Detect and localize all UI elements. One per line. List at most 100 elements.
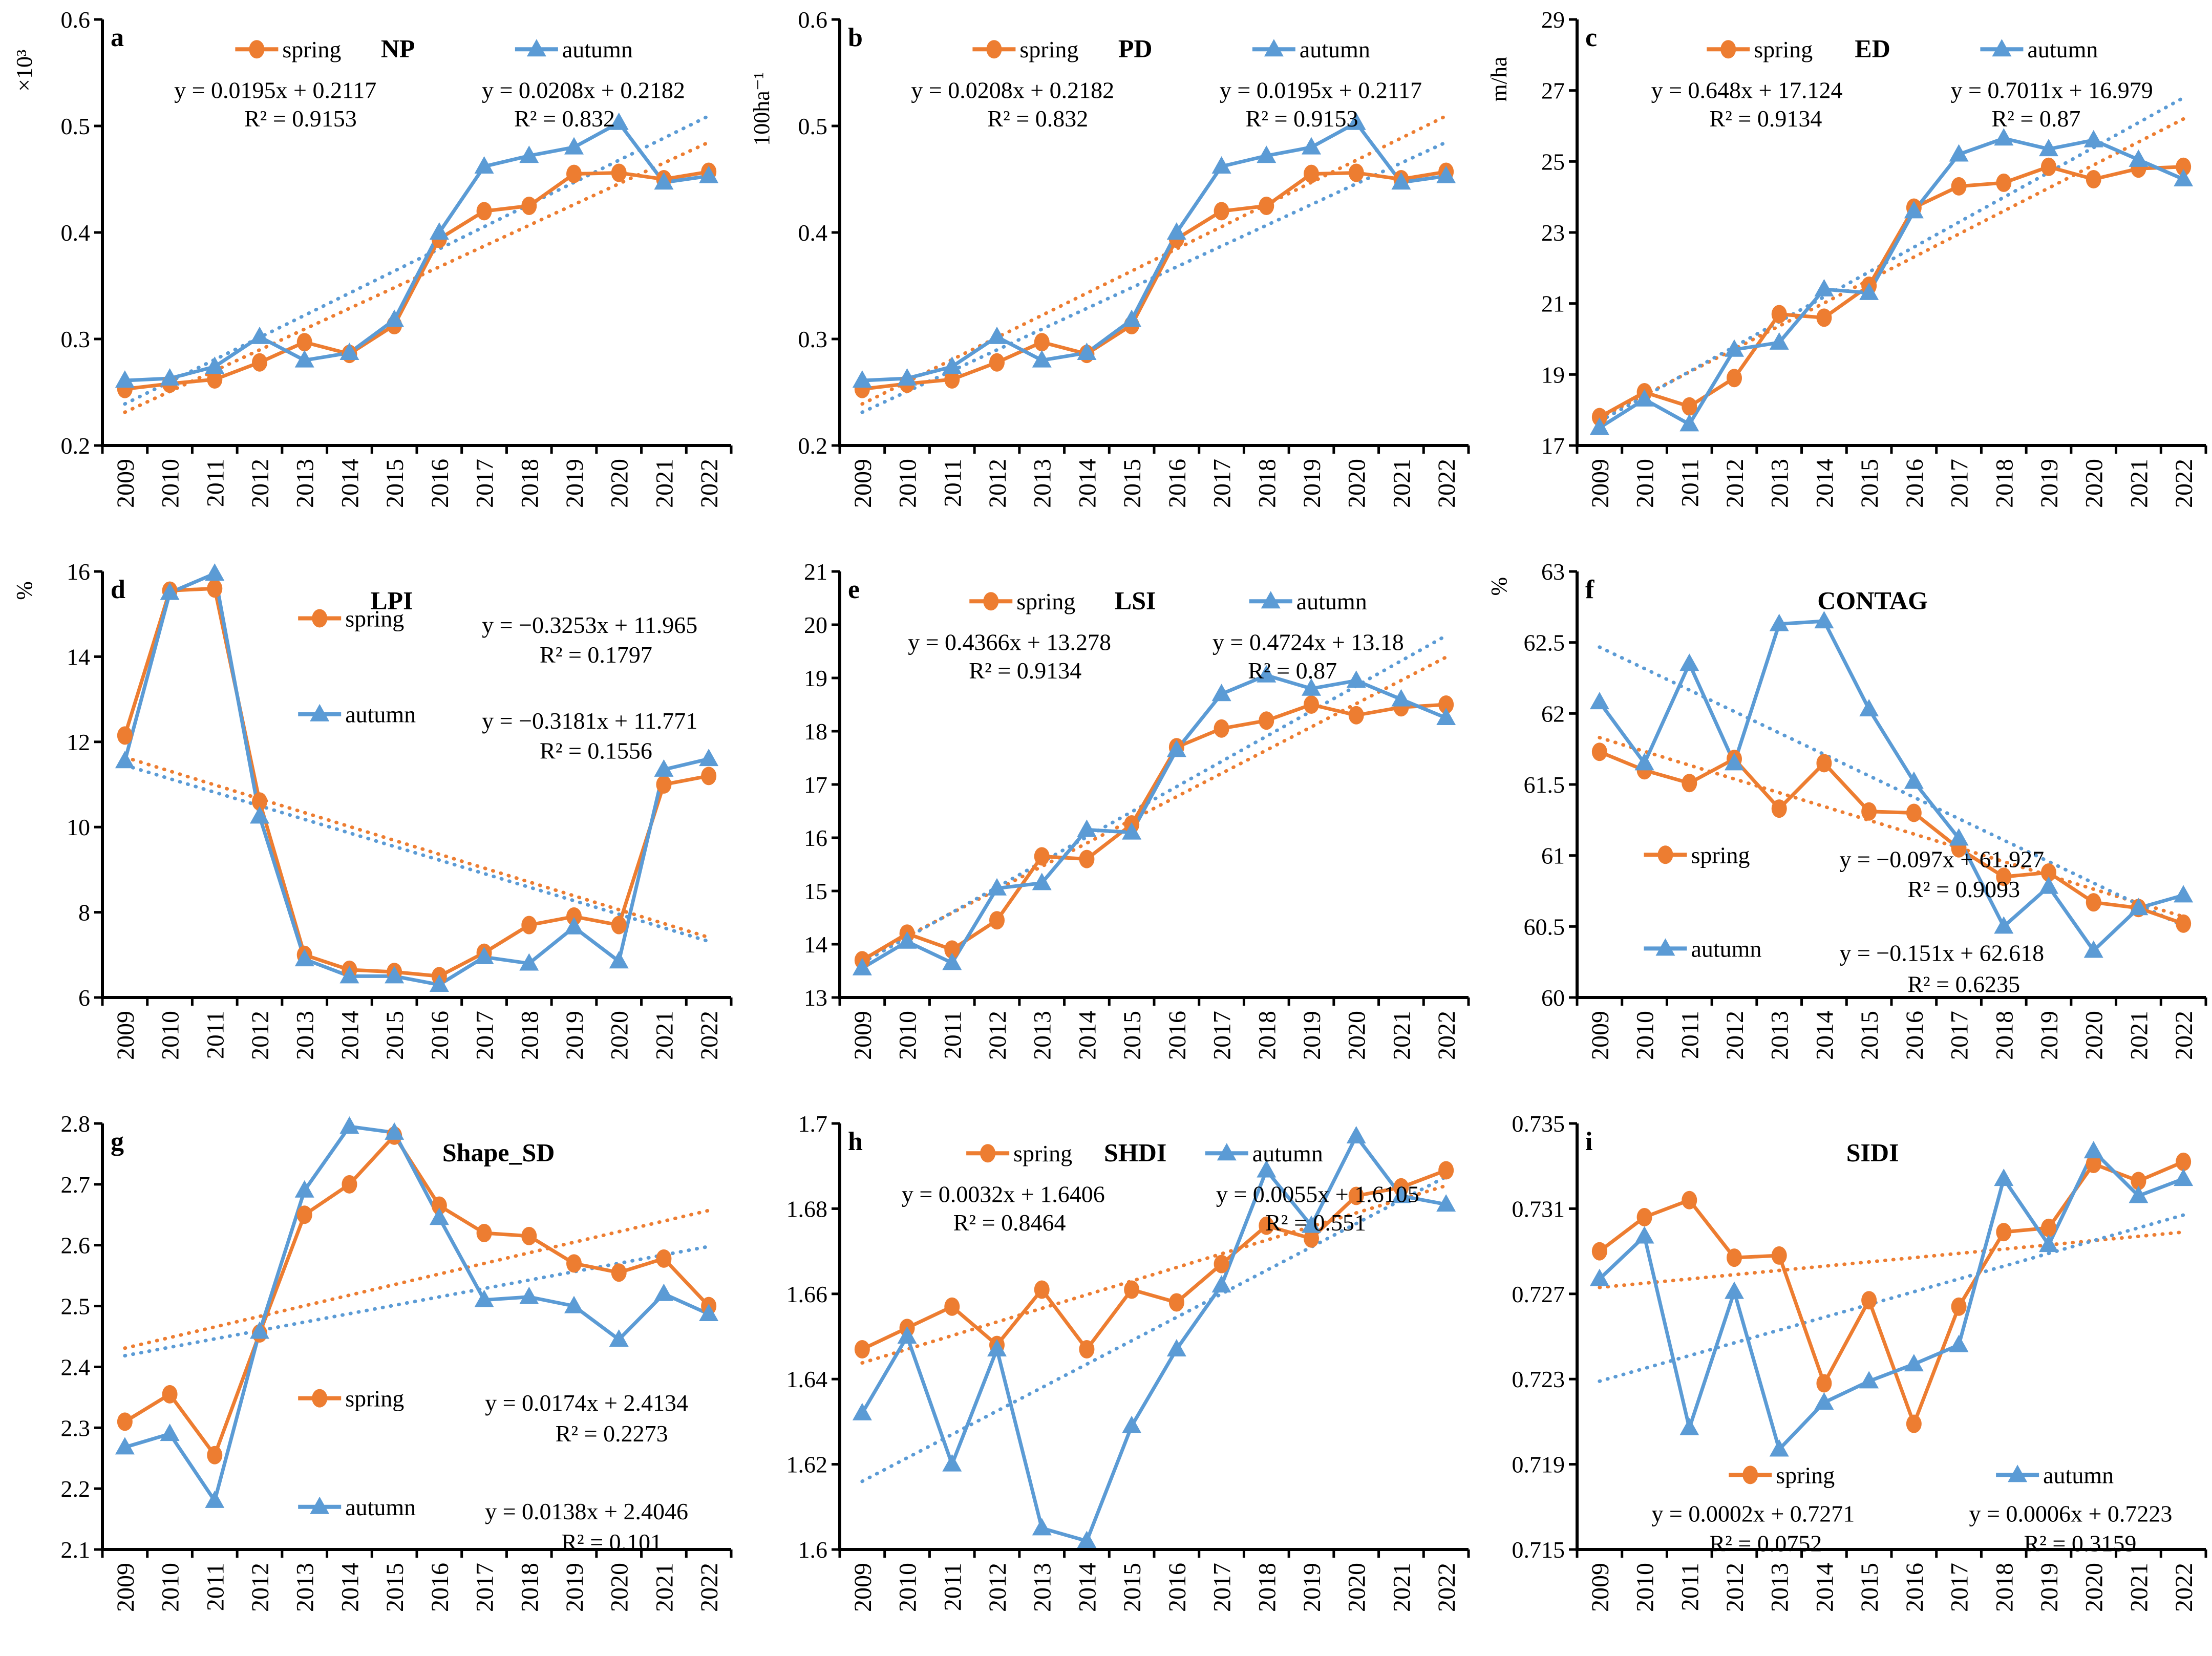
panel-letter: f bbox=[1585, 575, 1594, 604]
x-tick-label: 2019 bbox=[561, 1011, 588, 1060]
y-tick-label: 0.2 bbox=[798, 433, 828, 459]
legend-autumn-label: autumn bbox=[345, 702, 416, 728]
spring-marker bbox=[1304, 164, 1319, 183]
legend-autumn-marker bbox=[1261, 591, 1281, 609]
x-tick-label: 2022 bbox=[1433, 1563, 1460, 1612]
autumn-trendline bbox=[123, 114, 711, 406]
y-tick-label: 15 bbox=[804, 878, 827, 904]
x-tick-label: 2018 bbox=[1991, 1011, 2018, 1060]
autumn-marker bbox=[385, 966, 405, 984]
autumn-marker bbox=[1257, 1160, 1277, 1178]
y-tick-label: 13 bbox=[804, 985, 827, 1011]
autumn-marker bbox=[1949, 828, 1969, 846]
y-tick-label: 23 bbox=[1541, 220, 1565, 246]
panel-letter: d bbox=[111, 575, 125, 604]
y-tick-label: 0.719 bbox=[1512, 1452, 1565, 1478]
spring-marker bbox=[944, 370, 960, 389]
spring-marker bbox=[1034, 333, 1050, 352]
x-tick-label: 2018 bbox=[1253, 1563, 1281, 1612]
spring-marker bbox=[2131, 1172, 2146, 1191]
x-tick-label: 2009 bbox=[849, 1563, 877, 1612]
x-tick-label: 2016 bbox=[1901, 1563, 1928, 1612]
autumn-marker bbox=[250, 806, 269, 824]
x-tick-label: 2011 bbox=[939, 1563, 966, 1611]
x-tick-label: 2010 bbox=[895, 1563, 922, 1612]
autumn-series-line bbox=[124, 121, 709, 383]
x-tick-label: 2020 bbox=[606, 1563, 633, 1612]
legend-autumn-marker bbox=[2008, 1464, 2028, 1482]
autumn-series-line bbox=[124, 1124, 710, 1503]
autumn-marker bbox=[1122, 822, 1142, 840]
x-tick-label: 2017 bbox=[472, 1011, 499, 1060]
panel-letter: g bbox=[111, 1127, 124, 1156]
x-tick-label: 2011 bbox=[1676, 1563, 1704, 1611]
y-tick-label: 8 bbox=[78, 900, 90, 926]
spring-marker bbox=[1636, 1208, 1652, 1227]
x-tick-label: 2014 bbox=[1811, 1563, 1838, 1612]
y-axis-unit-label: 100ha⁻¹ bbox=[749, 72, 774, 146]
autumn-r2: R² = 0.1556 bbox=[540, 737, 652, 763]
legend-spring-label: spring bbox=[1754, 36, 1813, 62]
y-tick-label: 20 bbox=[804, 612, 827, 638]
y-axis-unit-label: m/ha bbox=[1486, 56, 1512, 101]
autumn-marker bbox=[1769, 1439, 1789, 1457]
y-tick-label: 16 bbox=[804, 825, 827, 851]
autumn-marker bbox=[987, 878, 1007, 896]
autumn-marker bbox=[1077, 819, 1097, 837]
spring-marker bbox=[566, 1254, 582, 1273]
autumn-marker bbox=[2083, 130, 2103, 147]
x-tick-label: 2010 bbox=[1632, 459, 1659, 508]
spring-marker bbox=[1996, 1223, 2012, 1242]
spring-marker bbox=[1214, 202, 1229, 221]
autumn-marker bbox=[852, 958, 872, 975]
x-tick-label: 2013 bbox=[1029, 1011, 1056, 1060]
x-tick-label: 2022 bbox=[696, 1011, 723, 1060]
spring-trendline bbox=[1598, 1230, 2185, 1289]
autumn-marker bbox=[1904, 1354, 1924, 1372]
autumn-equation: y = 0.4724x + 13.18 bbox=[1213, 629, 1404, 655]
autumn-marker bbox=[429, 1207, 449, 1225]
autumn-marker bbox=[1122, 309, 1142, 327]
autumn-trendline bbox=[860, 1175, 1448, 1483]
x-tick-label: 2022 bbox=[1433, 1011, 1460, 1060]
x-tick-label: 2009 bbox=[849, 1011, 877, 1060]
spring-marker bbox=[1438, 1161, 1454, 1180]
panel-title: ED bbox=[1855, 34, 1890, 62]
x-tick-label: 2017 bbox=[1209, 459, 1236, 508]
x-tick-label: 2009 bbox=[1587, 459, 1614, 508]
y-tick-label: 14 bbox=[67, 644, 90, 670]
x-tick-label: 2022 bbox=[696, 459, 723, 508]
autumn-equation: y = −0.3181x + 11.771 bbox=[482, 708, 697, 734]
legend-spring-label: spring bbox=[1691, 842, 1750, 868]
y-tick-label: 0.727 bbox=[1512, 1281, 1565, 1307]
legend-autumn-marker bbox=[1992, 39, 2012, 57]
panel-title: LSI bbox=[1115, 586, 1156, 614]
autumn-marker bbox=[897, 368, 917, 386]
x-tick-label: 2020 bbox=[1344, 1563, 1371, 1612]
autumn-marker bbox=[987, 326, 1007, 344]
spring-series-line bbox=[1599, 165, 2184, 419]
y-tick-label: 0.6 bbox=[61, 7, 91, 33]
y-tick-label: 21 bbox=[804, 559, 827, 585]
x-tick-label: 2019 bbox=[561, 1563, 588, 1612]
autumn-marker bbox=[2129, 1185, 2149, 1203]
y-tick-label: 61.5 bbox=[1524, 772, 1565, 798]
panel-f: 60 60.5 61 61.5 62 62.5 63 2009 2010 2011 2012 2013… bbox=[1475, 552, 2212, 1104]
autumn-marker bbox=[1257, 145, 1277, 163]
x-tick-label: 2009 bbox=[1587, 1011, 1614, 1060]
spring-marker bbox=[2041, 863, 2056, 882]
legend-spring-marker bbox=[1742, 1466, 1758, 1484]
x-tick-label: 2020 bbox=[606, 1011, 633, 1060]
autumn-marker bbox=[429, 222, 449, 240]
spring-marker bbox=[2086, 1155, 2101, 1174]
x-tick-label: 2021 bbox=[1388, 1563, 1415, 1612]
spring-r2: R² = 0.9093 bbox=[1907, 876, 2020, 902]
autumn-equation: y = 0.0055x + 1.6105 bbox=[1216, 1181, 1419, 1207]
x-tick-label: 2021 bbox=[2125, 1563, 2153, 1612]
spring-marker bbox=[117, 726, 133, 745]
x-tick-label: 2018 bbox=[516, 1563, 543, 1612]
autumn-marker bbox=[1257, 665, 1277, 683]
panel-letter: c bbox=[1585, 23, 1597, 52]
legend-spring-label: spring bbox=[1013, 1140, 1072, 1166]
x-tick-label: 2011 bbox=[939, 1011, 966, 1059]
